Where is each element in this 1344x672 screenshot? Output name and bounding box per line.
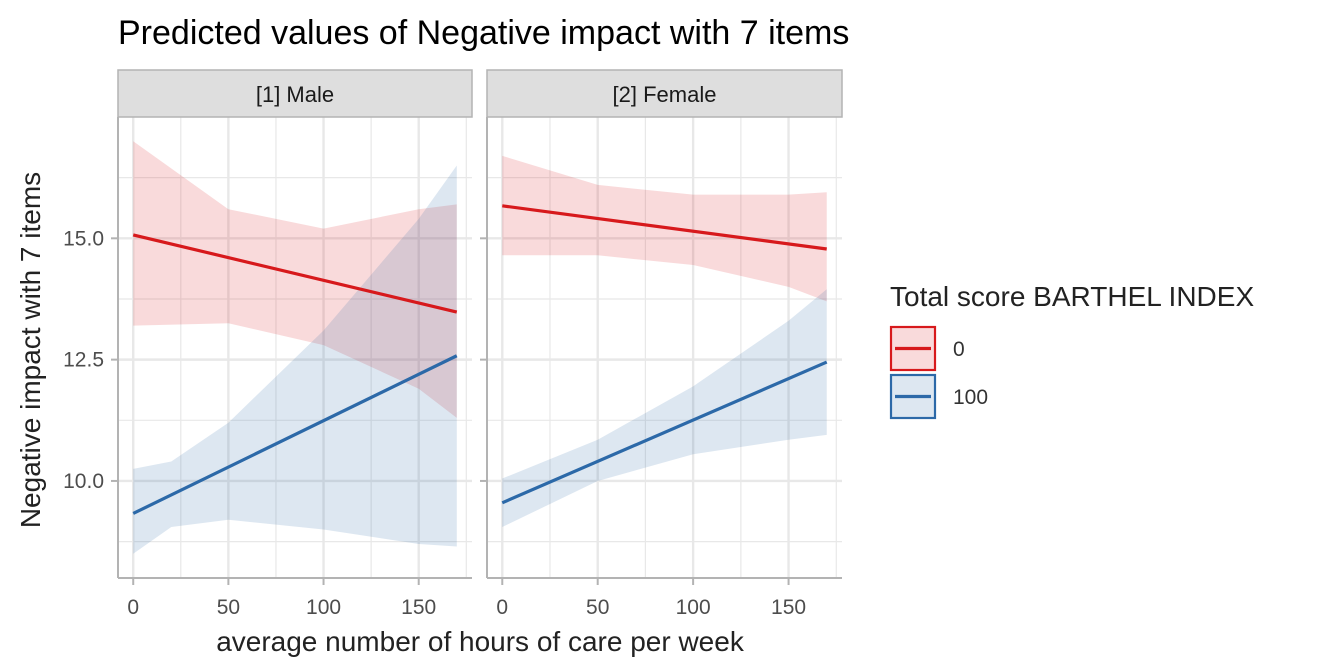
legend-label-100: 100 bbox=[953, 386, 988, 409]
legend: Total score BARTHEL INDEX 0 100 bbox=[889, 281, 1254, 420]
facet-strip-label: [2] Female bbox=[613, 82, 717, 107]
legend-title: Total score BARTHEL INDEX bbox=[890, 281, 1254, 312]
y-axis-title: Negative impact with 7 items bbox=[15, 172, 46, 528]
x-axis-title: average number of hours of care per week bbox=[216, 626, 745, 657]
x-tick-label: 150 bbox=[401, 596, 436, 619]
series-line-100 bbox=[132, 354, 458, 515]
y-tick-label: 15.0 bbox=[63, 227, 104, 250]
confidence-band-100 bbox=[502, 289, 827, 528]
facet-panel: [2] Female 0 50 100 150 bbox=[480, 69, 843, 619]
x-tick-label: 50 bbox=[217, 596, 240, 619]
facet-panel: [1] Male 0 50 100 150 10.0 12.5 15.0 bbox=[63, 69, 473, 619]
series-line-100 bbox=[501, 360, 828, 505]
x-tick-label: 0 bbox=[127, 596, 139, 619]
confidence-band-100 bbox=[133, 165, 457, 554]
facet-strip-label: [1] Male bbox=[256, 82, 334, 107]
x-tick-label: 100 bbox=[676, 596, 711, 619]
x-tick-label: 0 bbox=[496, 596, 508, 619]
series-line-0 bbox=[502, 204, 827, 251]
y-tick-label: 10.0 bbox=[63, 470, 104, 493]
facet-strip bbox=[486, 69, 843, 118]
x-tick-label: 50 bbox=[586, 596, 609, 619]
x-tick-label: 100 bbox=[306, 596, 341, 619]
chart-title: Predicted values of Negative impact with… bbox=[118, 14, 849, 52]
series-line-0 bbox=[132, 233, 458, 314]
y-tick-label: 12.5 bbox=[63, 349, 104, 372]
confidence-band-0 bbox=[133, 141, 457, 418]
x-tick-label: 150 bbox=[771, 596, 806, 619]
facet-strip bbox=[117, 69, 473, 118]
legend-label-0: 0 bbox=[953, 338, 965, 361]
facet-panels: [1] Male 0 50 100 150 10.0 12.5 15.0 [2] Female 0… bbox=[63, 69, 843, 619]
